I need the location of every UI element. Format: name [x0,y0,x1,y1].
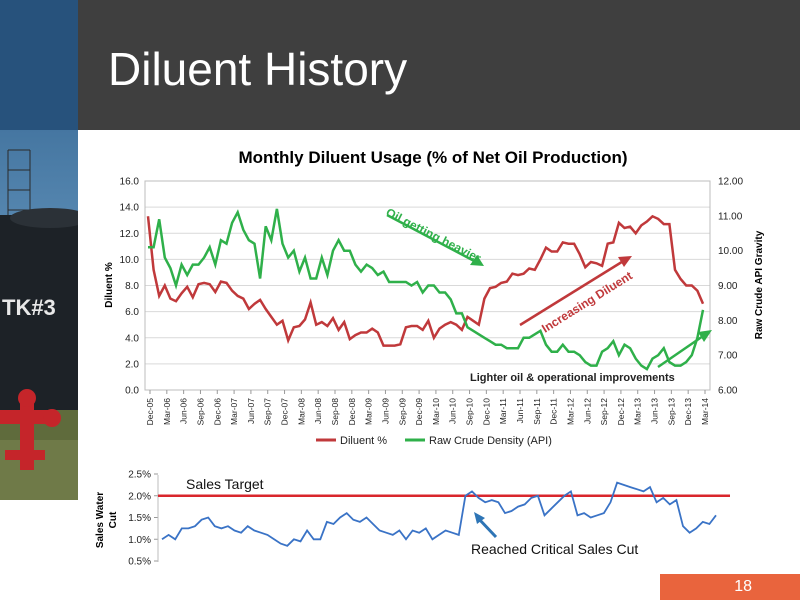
annotation-increasing-diluent: Increasing Diluent [539,269,635,336]
x-tick-label: Dec-10 [481,398,491,426]
x-tick-label: Jun-13 [650,398,660,424]
x-tick-label: Jun-08 [313,398,323,424]
x-tick-label: Jun-10 [448,398,458,424]
right-tick-label: 12.00 [718,177,743,188]
arrow-critical-cut [474,512,498,539]
left-tick-label: 0.0 [125,386,139,397]
sales-tick-label: 1.5% [128,513,151,524]
arrow-lighter-oil [657,330,712,369]
arrow-increasing-diluent [519,256,632,327]
x-tick-label: Mar-07 [229,398,239,425]
arrow-oil-heavier [386,213,484,266]
left-tick-label: 12.0 [120,229,140,240]
slide-title: Diluent History [108,43,408,95]
x-tick-label: Sep-10 [465,398,475,426]
left-tick-label: 14.0 [120,203,140,214]
x-tick-label: Sep-12 [599,398,609,426]
x-tick-label: Mar-11 [498,398,508,425]
sales-target-label: Sales Target [186,476,264,492]
left-axis-ticks: 0.0 2.0 4.0 6.0 8.0 10.0 12.0 14.0 16.0 [120,177,140,397]
x-tick-label: Dec-05 [145,398,155,426]
left-axis-label: Diluent % [104,262,115,308]
right-axis-label: Raw Crude API Gravity [754,230,765,339]
slide-header: Diluent History [78,0,800,130]
x-tick-label: Dec-07 [280,398,290,426]
right-tick-label: 10.00 [718,246,743,257]
x-tick-label: Dec-13 [683,398,693,426]
left-tick-label: 10.0 [120,255,140,266]
plot-area [144,180,711,391]
diluent-usage-chart: Monthly Diluent Usage (% of Net Oil Prod… [104,148,765,447]
x-tick-label: Mar-06 [162,398,172,425]
left-tick-label: 6.0 [125,307,139,318]
series-line-api [148,208,705,371]
annotation-lighter-oil: Lighter oil & operational improvements [470,372,675,384]
x-tick-label: Mar-10 [431,398,441,425]
x-tick-label: Jun-07 [246,398,256,424]
right-tick-label: 7.00 [718,351,738,362]
chart-legend: Diluent % Raw Crude Density (API) [316,435,552,447]
x-tick-label: Sep-11 [532,398,542,425]
x-axis-ticks: Dec-05 Mar-06 Jun-06 Sep-06 Dec-06 Mar-07 Jun-… [145,390,710,425]
x-tick-label: Mar-08 [296,398,306,425]
x-tick-label: Sep-13 [666,398,676,426]
x-tick-label: Sep-06 [195,398,205,426]
page-number-box: 18 [660,574,800,600]
right-axis-ticks: 6.00 7.00 8.00 9.00 10.00 11.00 12.00 [718,177,743,397]
left-tick-label: 8.0 [125,281,139,292]
right-tick-label: 9.00 [718,281,738,292]
left-tick-label: 16.0 [120,177,140,188]
x-tick-label: Mar-14 [700,398,710,425]
annotation-critical-cut: Reached Critical Sales Cut [471,541,638,557]
page-number: 18 [734,578,752,595]
oil-tank-photo: TK#3 [0,0,78,600]
x-tick-label: Jun-06 [179,398,189,424]
sales-tick-label: 2.5% [128,470,151,481]
right-tick-label: 6.00 [718,386,738,397]
x-tick-label: Sep-08 [330,398,340,426]
x-tick-label: Sep-07 [263,398,273,426]
x-tick-label: Dec-12 [616,398,626,426]
sales-axis-label-line1: Sales Water [95,492,106,548]
sales-tick-label: 1.0% [128,535,151,546]
series-line-diluent [146,214,705,347]
x-tick-label: Mar-12 [565,398,575,425]
annotation-oil-heavier: Oil getting heavier [384,205,484,265]
x-tick-label: Jun-12 [582,398,592,424]
series-line-sales-water-cut [161,481,717,547]
sidebar-photo: TK#3 [0,0,78,600]
chart-title: Monthly Diluent Usage (% of Net Oil Prod… [238,148,627,167]
sales-axis-label-line2: Cut [108,511,119,528]
sales-tick-label: 2.0% [128,491,151,502]
tank-label: TK#3 [2,295,56,320]
x-tick-label: Mar-09 [364,398,374,425]
right-tick-label: 8.00 [718,316,738,327]
legend-item-diluent: Diluent % [340,435,387,447]
x-tick-label: Jun-09 [380,398,390,424]
right-tick-label: 11.00 [718,211,743,222]
x-tick-label: Dec-11 [549,398,559,425]
x-tick-label: Mar-13 [633,398,643,425]
left-tick-label: 4.0 [125,333,139,344]
x-tick-label: Sep-09 [397,398,407,426]
sales-tick-label: 0.5% [128,557,151,568]
x-tick-label: Dec-08 [347,398,357,426]
x-tick-label: Dec-09 [414,398,424,426]
x-tick-label: Dec-06 [212,398,222,426]
legend-item-api: Raw Crude Density (API) [429,435,552,447]
left-tick-label: 2.0 [125,359,139,370]
x-tick-label: Jun-11 [515,398,525,424]
sales-axis-ticks: 0.5% 1.0% 1.5% 2.0% 2.5% [128,470,158,568]
